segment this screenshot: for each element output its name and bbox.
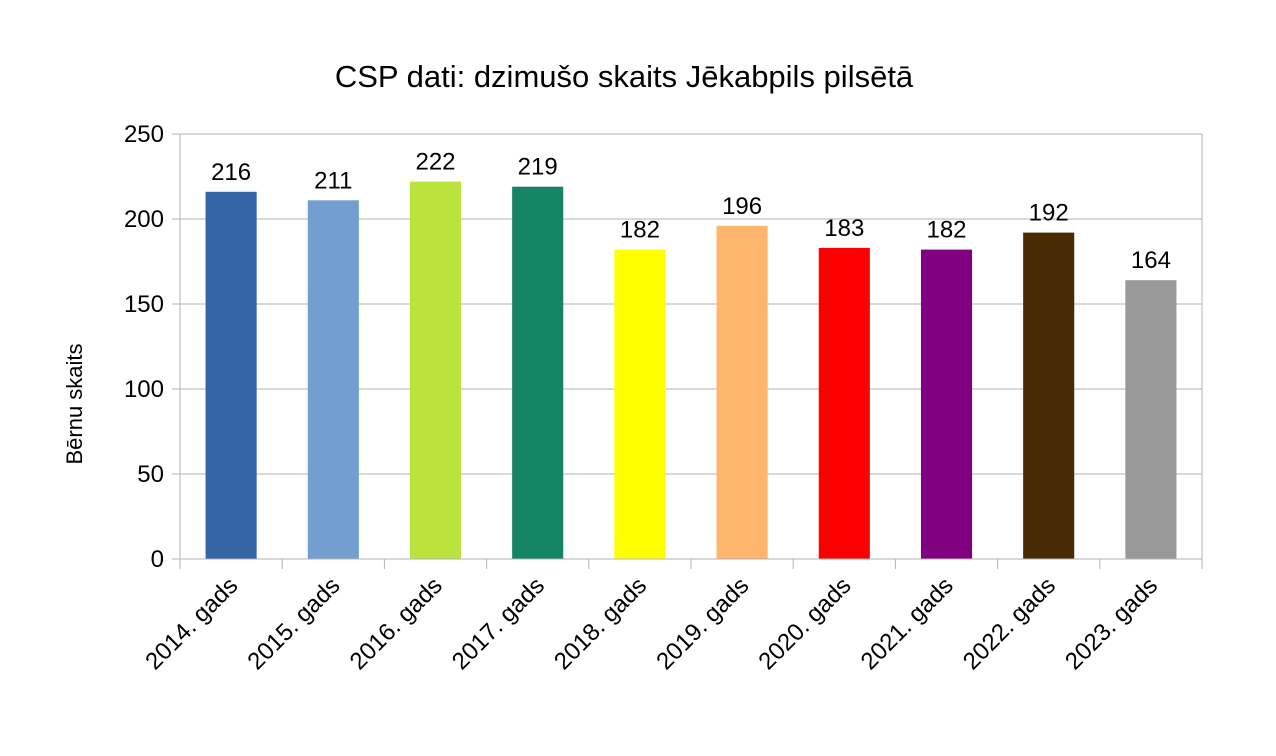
data-label: 183: [824, 215, 864, 242]
bar: [920, 249, 973, 559]
x-tick-label: 2018. gads: [549, 572, 652, 675]
data-label: 196: [722, 193, 762, 220]
x-axis: [179, 558, 1203, 569]
y-tick-label: 200: [124, 206, 164, 233]
bar: [1125, 280, 1177, 559]
chart-title: CSP dati: dzimušo skaits Jēkabpils pilsē…: [335, 59, 914, 94]
y-tick-label: 0: [151, 546, 164, 573]
data-label: 182: [926, 217, 966, 244]
x-tick-label: 2016. gads: [345, 572, 448, 675]
bar: [614, 249, 666, 559]
y-tick-label: 50: [137, 461, 164, 488]
x-tick-label: 2019. gads: [651, 572, 754, 675]
data-label: 211: [314, 167, 352, 194]
x-tick-label: 2021. gads: [856, 572, 959, 675]
x-tick-label: 2020. gads: [753, 572, 856, 675]
data-label: 219: [518, 154, 558, 181]
x-axis-ticks: 2014. gads 2015. gads 2016. gads 2017. gads…: [140, 572, 1163, 675]
y-tick-label: 150: [124, 291, 164, 318]
bar: [512, 186, 564, 559]
bar: [1023, 232, 1075, 559]
y-tick-label: 100: [124, 376, 164, 403]
data-label: 192: [1029, 200, 1069, 227]
data-label: 164: [1131, 247, 1171, 274]
data-label: 216: [211, 159, 251, 186]
x-tick-label: 2023. gads: [1060, 572, 1163, 675]
bar: [205, 191, 257, 560]
x-tick-label: 2017. gads: [447, 572, 550, 675]
x-tick-label: 2015. gads: [242, 572, 345, 675]
bars: [205, 181, 1177, 560]
x-tick-label: 2014. gads: [140, 572, 243, 675]
data-label: 182: [620, 217, 660, 244]
bar: [307, 200, 359, 560]
data-label: 222: [415, 149, 455, 176]
y-tick-label: 250: [124, 121, 164, 148]
y-axis-ticks: 0 50 100 150 200 250: [124, 121, 180, 573]
data-labels: 216 211 222 219 182 196 183 182 192 164: [211, 149, 1171, 275]
x-tick-label: 2022. gads: [958, 572, 1061, 675]
bar: [716, 225, 768, 560]
bar: [409, 181, 462, 559]
bar: [818, 247, 870, 559]
y-axis-label: Bērnu skaits: [62, 343, 87, 464]
